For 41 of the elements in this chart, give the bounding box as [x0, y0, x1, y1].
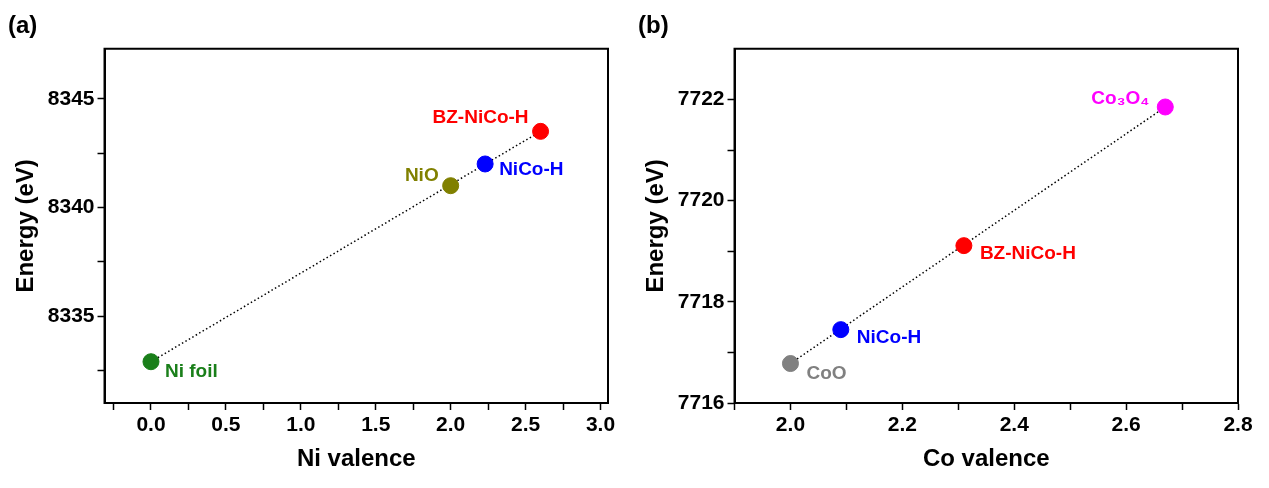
x-axis-title: Ni valence — [296, 444, 416, 472]
y-tick-label: 7716 — [677, 389, 725, 413]
series-label: Co₃O₄ — [1091, 87, 1150, 109]
y-tick-label: 8335 — [47, 302, 95, 326]
series-label: CoO — [806, 361, 847, 383]
y-axis-title: Energy (eV) — [641, 159, 669, 293]
series-label: BZ-NiCo-H — [979, 241, 1076, 263]
x-tick-label: 2.6 — [1111, 412, 1141, 436]
x-tick-label: 2.8 — [1223, 412, 1253, 436]
y-tick-label: 7718 — [677, 288, 725, 312]
x-tick-label: 1.5 — [361, 412, 391, 436]
chart-title: (b) — [638, 11, 669, 39]
point — [442, 177, 460, 195]
x-tick-label: 0.0 — [136, 412, 166, 436]
y-tick-label: 7720 — [677, 187, 725, 211]
point — [142, 353, 160, 371]
series-label: NiCo-H — [499, 158, 564, 180]
point — [1156, 98, 1174, 116]
x-tick-label: 2.5 — [510, 412, 541, 436]
series-label: NiCo-H — [856, 325, 922, 347]
x-tick-label: 0.5 — [211, 412, 241, 436]
point — [476, 155, 494, 173]
y-tick-label: 7722 — [677, 86, 725, 110]
chart-title: (a) — [8, 11, 38, 39]
series-label: Ni foil — [164, 359, 218, 381]
series-label: NiO — [404, 163, 439, 185]
point — [955, 237, 973, 255]
y-tick-label: 8345 — [47, 85, 95, 109]
point — [781, 355, 799, 373]
x-tick-label: 2.2 — [887, 412, 917, 436]
x-tick-label: 1.0 — [286, 412, 316, 436]
x-tick-label: 2.0 — [775, 412, 806, 436]
x-axis-title: Co valence — [922, 444, 1050, 472]
y-tick-label: 8340 — [47, 194, 95, 218]
x-tick-label: 3.0 — [585, 412, 616, 436]
point — [532, 122, 550, 140]
point — [832, 321, 850, 339]
y-axis-title: Energy (eV) — [11, 159, 39, 293]
x-tick-label: 2.0 — [436, 412, 466, 436]
x-tick-label: 2.4 — [999, 412, 1030, 436]
series-label: BZ-NiCo-H — [432, 105, 529, 127]
